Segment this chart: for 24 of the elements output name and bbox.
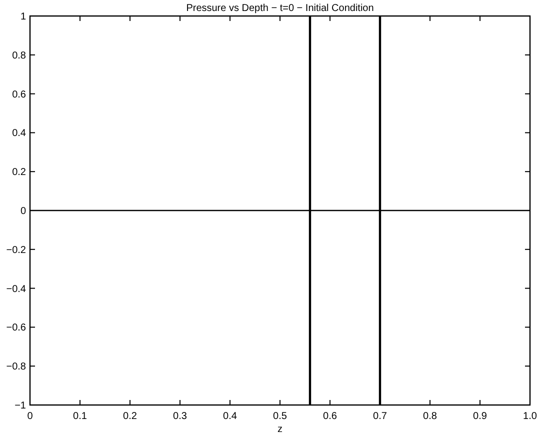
x-tick-label: 0.8 xyxy=(423,411,438,422)
x-tick-label: 0.2 xyxy=(123,411,138,422)
y-tick-label: 0 xyxy=(20,206,26,217)
y-tick-label: 1 xyxy=(20,12,26,22)
y-tick-label: −0.2 xyxy=(6,244,26,256)
y-tick-label: −0.6 xyxy=(6,322,26,334)
y-tick-label: 0.4 xyxy=(12,128,26,140)
x-axis-title: z xyxy=(278,424,282,435)
x-tick-label: 0.4 xyxy=(223,411,238,422)
chart-title: Pressure vs Depth − t=0 − Initial Condition xyxy=(186,3,374,14)
x-tick-label: 0.7 xyxy=(373,411,388,422)
y-tick-label: −1 xyxy=(14,400,26,412)
x-tick-label: 1.0 xyxy=(523,411,538,422)
x-tick-label: 0.9 xyxy=(473,411,488,422)
y-tick-label: 0.8 xyxy=(12,50,26,62)
y-tick-label: −0.8 xyxy=(6,362,26,373)
y-tick-label: −0.4 xyxy=(6,284,26,295)
x-tick-label: 0 xyxy=(27,411,34,422)
x-tick-label: 0.3 xyxy=(173,411,188,422)
y-tick-label: 0.2 xyxy=(12,167,26,178)
y-tick-label: 0.6 xyxy=(12,89,26,100)
x-tick-label: 0.6 xyxy=(323,411,338,422)
x-tick-label: 0.1 xyxy=(73,411,88,422)
x-tick-label: 0.5 xyxy=(273,411,288,422)
